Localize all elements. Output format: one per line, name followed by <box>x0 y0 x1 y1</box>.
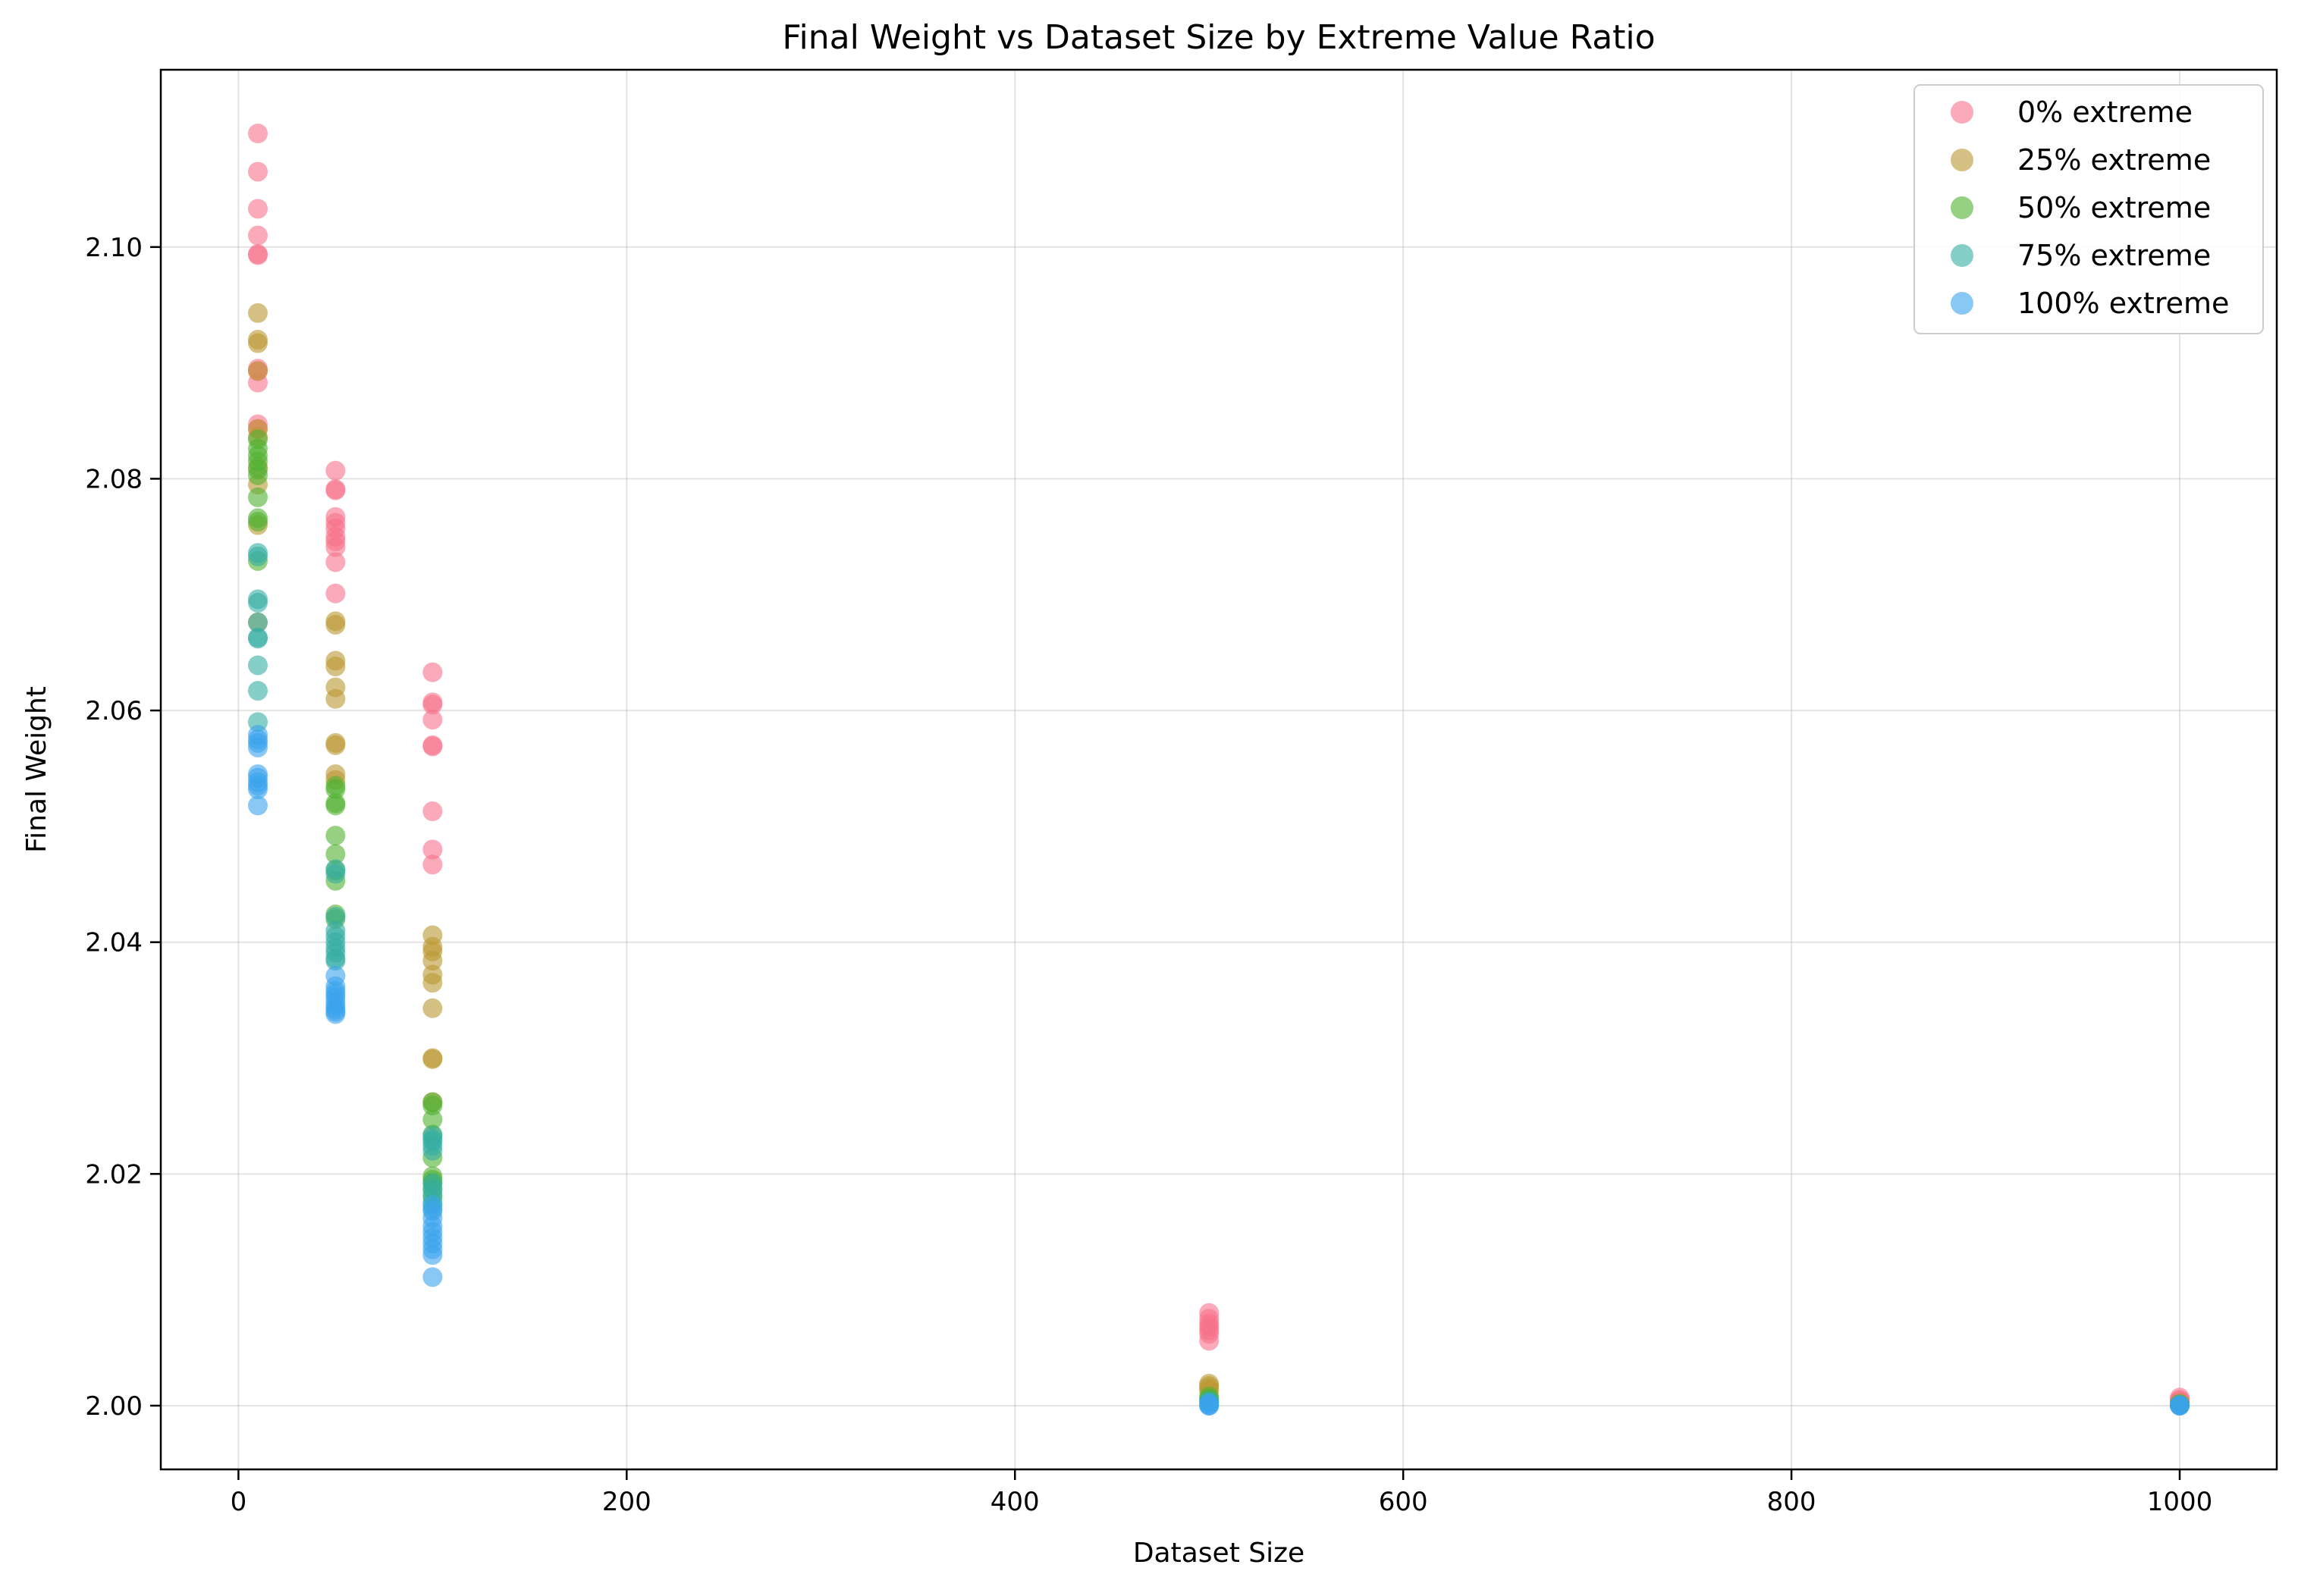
x-tick-label: 200 <box>602 1487 651 1517</box>
plot-frame <box>159 68 2278 1471</box>
legend-marker <box>1951 292 1973 315</box>
data-point <box>325 537 346 557</box>
data-point <box>247 737 268 757</box>
chart-title: Final Weight vs Dataset Size by Extreme … <box>782 18 1655 57</box>
data-point <box>247 465 268 485</box>
y-tick-label: 2.08 <box>85 464 143 494</box>
data-point <box>1199 1331 1220 1351</box>
x-tick-label: 800 <box>1767 1487 1816 1517</box>
data-point <box>247 592 268 613</box>
data-point <box>325 795 346 816</box>
data-point <box>325 907 346 927</box>
x-tick-label: 400 <box>990 1487 1040 1517</box>
data-point <box>325 735 346 755</box>
data-point <box>325 951 346 971</box>
data-point <box>325 779 346 799</box>
data-point <box>247 361 268 381</box>
x-tick-label: 600 <box>1379 1487 1428 1517</box>
series-4 <box>247 725 2190 1416</box>
data-point <box>422 1096 443 1116</box>
data-point <box>422 973 443 993</box>
data-point <box>247 245 268 265</box>
x-tick-label: 0 <box>231 1487 247 1517</box>
legend-marker <box>1951 196 1973 219</box>
data-point <box>247 779 268 799</box>
points-layer <box>247 124 2190 1416</box>
data-point <box>247 681 268 701</box>
ticks-layer: 0 200 400 600 800 1000 2.00 2.02 2.04 2.06 2.08 2.1… <box>85 233 2212 1517</box>
data-point <box>325 583 346 604</box>
data-point <box>422 1245 443 1265</box>
data-point <box>247 124 268 144</box>
data-point <box>422 1109 443 1130</box>
data-point <box>247 795 268 816</box>
legend-label: 75% extreme <box>2017 239 2211 272</box>
data-point <box>325 688 346 709</box>
data-point <box>325 1004 346 1024</box>
data-point <box>247 303 268 323</box>
data-point <box>325 460 346 481</box>
y-tick-label: 2.10 <box>85 233 143 263</box>
y-tick-label: 2.04 <box>85 928 143 958</box>
data-point <box>422 710 443 730</box>
data-point <box>247 511 268 531</box>
y-tick-label: 2.00 <box>85 1391 143 1422</box>
data-point <box>422 998 443 1018</box>
legend-marker <box>1951 101 1973 124</box>
data-point <box>247 225 268 246</box>
data-point <box>422 951 443 971</box>
y-tick-label: 2.02 <box>85 1159 143 1190</box>
legend-box <box>1913 84 2264 334</box>
data-point <box>247 612 268 632</box>
data-point <box>1199 1395 1220 1416</box>
legend-label: 100% extreme <box>2017 287 2229 320</box>
data-point <box>325 864 346 884</box>
data-point <box>422 662 443 682</box>
data-point <box>325 844 346 864</box>
data-point <box>422 1140 443 1161</box>
legend-marker <box>1951 149 1973 171</box>
data-point <box>247 655 268 676</box>
data-point <box>325 826 346 846</box>
data-point <box>325 656 346 676</box>
data-point <box>247 546 268 566</box>
data-point <box>247 487 268 507</box>
data-point <box>422 1049 443 1070</box>
series-2 <box>247 429 2190 1415</box>
legend-label: 25% extreme <box>2017 143 2211 177</box>
data-point <box>325 480 346 500</box>
y-axis-label: Final Weight <box>21 686 52 853</box>
data-point <box>247 199 268 219</box>
legend-label: 50% extreme <box>2017 191 2211 224</box>
x-tick-label: 1000 <box>2147 1487 2213 1517</box>
legend-label: 0% extreme <box>2017 96 2193 129</box>
data-point <box>422 695 443 715</box>
x-axis-label: Dataset Size <box>1133 1538 1304 1569</box>
series-3 <box>247 543 2190 1415</box>
data-point <box>247 629 268 649</box>
y-tick-label: 2.06 <box>85 696 143 726</box>
data-point <box>422 854 443 875</box>
data-point <box>247 161 268 182</box>
data-point <box>422 736 443 757</box>
legend-marker <box>1951 244 1973 267</box>
data-point <box>422 839 443 860</box>
data-point <box>2170 1395 2190 1416</box>
legend: 0% extreme 25% extreme 50% extreme 75% extr… <box>1913 84 2264 334</box>
data-point <box>325 552 346 572</box>
data-point <box>325 614 346 635</box>
data-point <box>422 1267 443 1287</box>
data-point <box>247 333 268 353</box>
series-0 <box>247 124 2190 1413</box>
series-1 <box>247 303 2190 1415</box>
data-point <box>422 801 443 822</box>
